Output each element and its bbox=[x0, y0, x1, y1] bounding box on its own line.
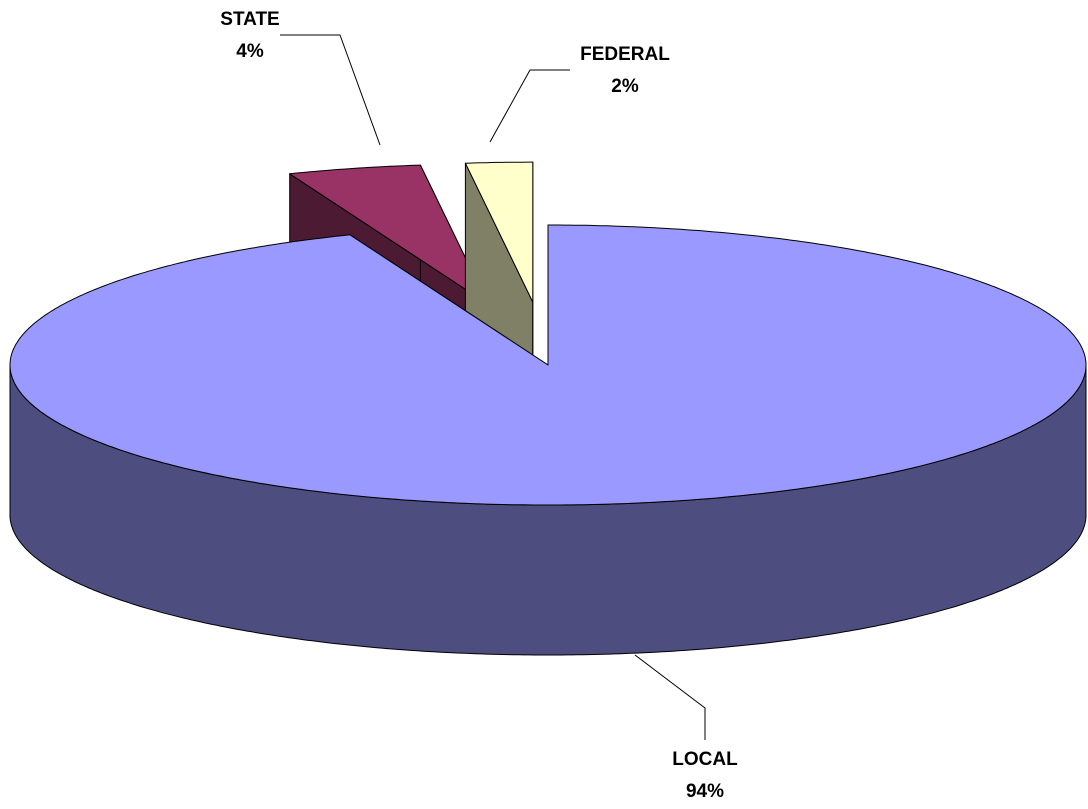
slice-label: LOCAL bbox=[672, 749, 738, 770]
slice bbox=[464, 161, 534, 303]
slice-label: STATE bbox=[220, 9, 279, 30]
leader-line bbox=[489, 69, 570, 143]
slice bbox=[9, 224, 1087, 506]
leader-line bbox=[280, 34, 381, 146]
leader-line bbox=[634, 654, 706, 740]
slice-label: FEDERAL bbox=[580, 44, 670, 65]
slice-value-label: 94% bbox=[686, 781, 724, 802]
slice-value-label: 4% bbox=[236, 41, 264, 62]
slice bbox=[289, 164, 489, 305]
slice-value-label: 2% bbox=[611, 76, 639, 97]
